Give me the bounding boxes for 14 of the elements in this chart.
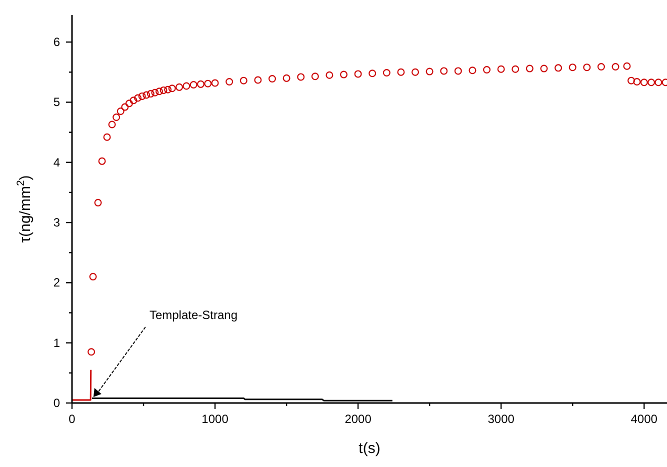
x-tick-label: 3000 xyxy=(488,412,515,426)
annotation: Template-Strang xyxy=(149,308,238,322)
x-tick-label: 4000 xyxy=(630,412,658,426)
y-tick-label: 2 xyxy=(53,276,60,290)
x-tick-label: 1000 xyxy=(202,412,229,426)
y-tick-label: 4 xyxy=(53,155,60,170)
y-tick-label: 6 xyxy=(53,35,60,50)
x-tick-label: 0 xyxy=(68,412,76,426)
y-tick-label: 5 xyxy=(53,95,60,110)
y-tick-label: 0 xyxy=(53,396,60,410)
x-axis-title: t(s) xyxy=(358,440,380,457)
y-tick-label: 1 xyxy=(53,336,60,350)
x-tick-label: 2000 xyxy=(344,412,372,426)
y-tick-label: 3 xyxy=(53,216,60,230)
